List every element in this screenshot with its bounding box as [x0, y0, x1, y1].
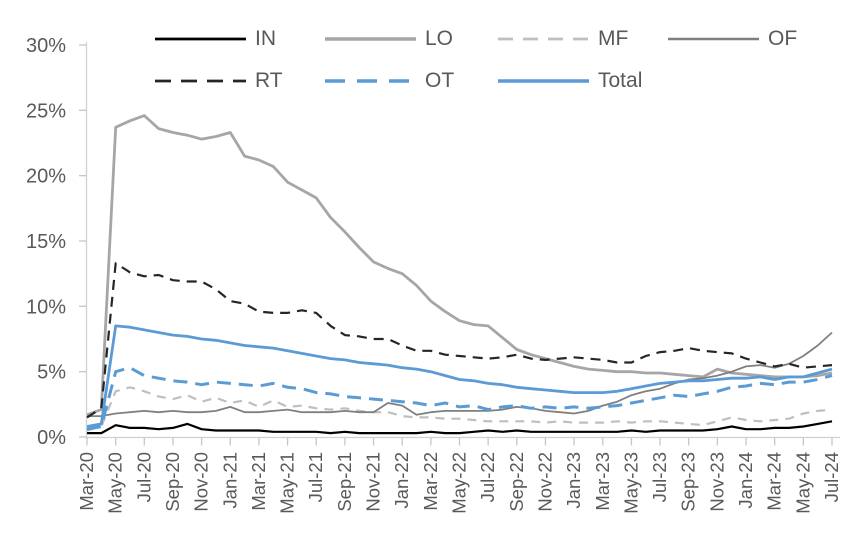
legend-swatch-MF	[498, 37, 589, 41]
x-tick-label: Jan-24	[735, 452, 756, 509]
x-tick-label: May-22	[449, 452, 470, 514]
x-tick-label: May-23	[620, 452, 641, 514]
legend-swatch-IN	[155, 37, 246, 41]
series-line-Total	[86, 324, 833, 428]
x-tick-label: Nov-21	[363, 452, 384, 512]
legend-label-LO: LO	[425, 27, 454, 50]
legend-swatch-LO	[325, 37, 416, 41]
series-line-LO	[86, 114, 833, 417]
legend-label-OF: OF	[768, 27, 798, 50]
y-tick-label: 25%	[26, 100, 66, 122]
legend-label-IN: IN	[255, 27, 276, 50]
y-tick-label: 10%	[26, 296, 66, 318]
x-tick-label: Jul-22	[477, 452, 498, 502]
x-tick-label: Nov-22	[534, 452, 555, 512]
legend-item-Total: Total	[498, 68, 642, 94]
x-tick-label: May-20	[105, 452, 126, 514]
x-tick-label: May-24	[792, 452, 813, 514]
series-line-OT	[86, 366, 833, 431]
legend-label-MF: MF	[598, 27, 629, 50]
legend-item-RT: RT	[155, 68, 283, 94]
legend-item-OT: OT	[325, 68, 454, 94]
legend-swatch-OF	[668, 37, 759, 41]
x-tick-label: Mar-24	[764, 452, 785, 511]
legend-item-LO: LO	[325, 26, 453, 52]
legend-label-RT: RT	[255, 69, 283, 92]
y-tick-label: 5%	[37, 362, 66, 384]
series-line-MF	[86, 386, 833, 432]
y-tick-label: 20%	[26, 166, 66, 188]
x-tick-label: Mar-21	[248, 452, 269, 511]
x-tick-label: Jan-22	[391, 452, 412, 509]
legend-swatch-Total	[498, 79, 589, 83]
x-tick-label: Jul-21	[305, 452, 326, 502]
legend-item-OF: OF	[668, 26, 797, 52]
x-tick-label: Jan-21	[219, 452, 240, 509]
x-tick-label: Mar-23	[592, 452, 613, 511]
series-line-IN	[87, 420, 833, 435]
legend-item-IN: IN	[155, 26, 276, 52]
x-tick-label: Sep-21	[334, 452, 355, 512]
legend-label-Total: Total	[598, 69, 643, 92]
series-line-RT	[86, 262, 833, 419]
x-tick-label: May-21	[277, 452, 298, 514]
y-tick-label: 30%	[26, 35, 66, 57]
x-tick-label: Sep-23	[678, 452, 699, 512]
legend-swatch-OT	[325, 79, 416, 83]
x-tick-label: Jul-23	[649, 452, 670, 502]
x-tick-label: Sep-20	[162, 452, 183, 512]
x-tick-label: Mar-20	[76, 452, 97, 511]
x-tick-label: Sep-22	[506, 452, 527, 512]
x-tick-label: Nov-20	[191, 452, 212, 512]
x-tick-label: Jan-23	[563, 452, 584, 509]
y-tick-label: 0%	[37, 427, 66, 449]
legend-label-OT: OT	[425, 69, 455, 92]
x-tick-label: Mar-22	[420, 452, 441, 511]
chart-legend: IN LO MF OF RT OT Total	[0, 0, 852, 110]
legend-swatch-RT	[155, 79, 246, 83]
x-tick-label: Nov-23	[706, 452, 727, 512]
x-tick-label: Jul-20	[133, 452, 154, 502]
y-tick-label: 15%	[26, 231, 66, 253]
legend-item-MF: MF	[498, 26, 628, 52]
x-tick-label: Jul-24	[821, 452, 842, 502]
series-line-OF	[87, 331, 833, 418]
